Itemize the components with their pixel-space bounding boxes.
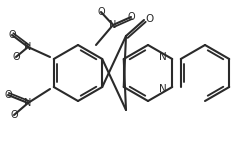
Text: O: O [127, 12, 135, 22]
Text: N: N [109, 20, 117, 30]
Text: N: N [159, 84, 167, 94]
Text: O: O [4, 90, 12, 100]
Text: N: N [24, 42, 32, 52]
Text: O: O [12, 52, 20, 62]
Text: O: O [97, 7, 105, 17]
Text: N: N [159, 52, 167, 62]
Text: O: O [10, 110, 18, 120]
Text: O: O [145, 14, 153, 24]
Text: O: O [8, 30, 16, 40]
Text: N: N [24, 98, 32, 108]
